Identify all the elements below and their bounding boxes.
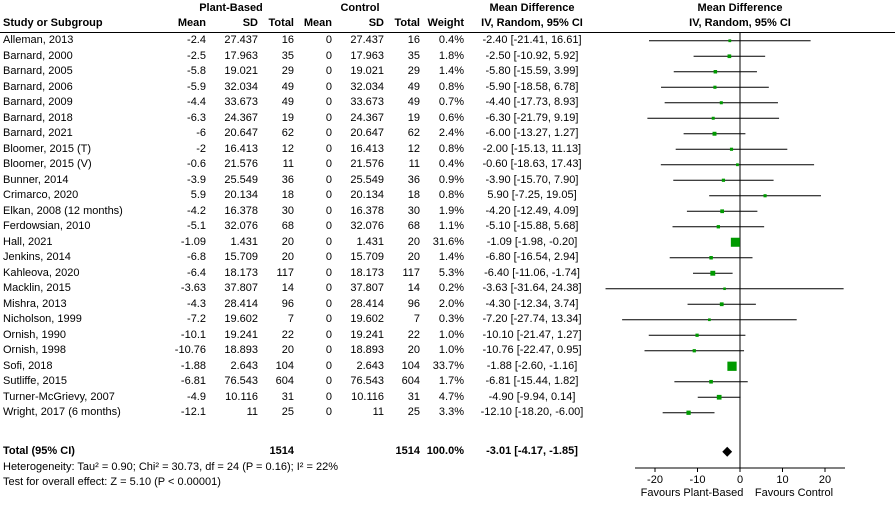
total-label: Total (95% CI) (0, 444, 165, 460)
col-ci-label: IV, Random, 95% CI (467, 16, 597, 32)
effect-square (727, 362, 736, 371)
effect-square (720, 101, 723, 104)
total-n1: 1514 (261, 444, 297, 460)
effect-square (723, 287, 726, 290)
effect-square (731, 238, 740, 247)
table-row: Crimarco, 20205.920.13418020.134180.8%5.… (0, 188, 597, 204)
total-n2: 1514 (387, 444, 423, 460)
favours-right-label: Favours Control (755, 487, 833, 499)
tick-label: -20 (647, 474, 663, 486)
effect-square (713, 86, 716, 89)
table-row: Barnard, 2005-5.819.02129019.021291.4%-5… (0, 64, 597, 80)
col-mean-2-label: Mean (297, 16, 335, 32)
table-row: Barnard, 2009-4.433.67349033.673490.7%-4… (0, 95, 597, 111)
table-row: Alleman, 2013-2.427.43716027.437160.4%-2… (0, 33, 597, 49)
effect-square (728, 54, 732, 58)
tick-label: 20 (819, 474, 831, 486)
effect-square (708, 318, 711, 321)
effect-square (736, 163, 739, 166)
effect-square (713, 132, 717, 136)
table-row: Nicholson, 1999-7.219.6027019.60270.3%-7… (0, 312, 597, 328)
table-row: Jenkins, 2014-6.815.70920015.709201.4%-6… (0, 250, 597, 266)
col-sd-2-label: SD (335, 16, 387, 32)
study-rows: Alleman, 2013-2.427.43716027.437160.4%-2… (0, 33, 597, 421)
overall-effect-text: Test for overall effect: Z = 5.10 (P < 0… (3, 476, 221, 488)
total-row: Total (95% CI) 1514 1514 100.0% -3.01 [-… (0, 444, 597, 460)
tick-label: 10 (776, 474, 788, 486)
total-ci: -3.01 [-4.17, -1.85] (467, 444, 597, 460)
table-row: Barnard, 2021-620.64762020.647622.4%-6.0… (0, 126, 597, 142)
md-column-title: Mean Difference (467, 0, 597, 16)
effect-square (717, 225, 720, 228)
table-row: Bloomer, 2015 (T)-216.41312016.413120.8%… (0, 142, 597, 158)
col-total-2-label: Total (387, 16, 423, 32)
table-row: Mishra, 2013-4.328.41496028.414962.0%-4.… (0, 297, 597, 313)
table-row: Bloomer, 2015 (V)-0.621.57611021.576110.… (0, 157, 597, 173)
effect-square (722, 179, 725, 182)
table-row: Barnard, 2000-2.517.96335017.963351.8%-2… (0, 49, 597, 65)
effect-square (693, 349, 696, 352)
total-diamond (722, 447, 732, 457)
col-sd-1-label: SD (209, 16, 261, 32)
table-row: Ornish, 1990-10.119.24122019.241221.0%-1… (0, 328, 597, 344)
col-mean-1-label: Mean (165, 16, 209, 32)
effect-square (695, 334, 698, 337)
effect-square (710, 271, 715, 276)
group-control-label: Control (297, 0, 423, 16)
effect-square (686, 411, 690, 415)
col-study-label: Study or Subgroup (0, 16, 165, 32)
effect-square (728, 39, 731, 42)
table-row: Bunner, 2014-3.925.54936025.549360.9%-3.… (0, 173, 597, 189)
plot-header: Mean Difference IV, Random, 95% CI (597, 1, 883, 31)
heterogeneity-text: Heterogeneity: Tau² = 0.90; Chi² = 30.73… (3, 461, 338, 473)
plot-ci-subtitle: IV, Random, 95% CI (597, 16, 883, 31)
col-weight-label: Weight (423, 16, 467, 32)
table-row: Wright, 2017 (6 months)-12.11125011253.3… (0, 405, 597, 421)
tick-label: 0 (737, 474, 743, 486)
plot-md-title: Mean Difference (597, 1, 883, 16)
effect-square (730, 148, 733, 151)
table-row: Ornish, 1998-10.7618.89320018.893201.0%-… (0, 343, 597, 359)
table-row: Sofi, 2018-1.882.64310402.64310433.7%-1.… (0, 359, 597, 375)
table-row: Turner-McGrievy, 2007-4.910.11631010.116… (0, 390, 597, 406)
effect-square (714, 70, 717, 73)
effect-square (717, 395, 722, 400)
col-total-1-label: Total (261, 16, 297, 32)
effect-square (709, 256, 712, 259)
table-row: Macklin, 2015-3.6337.80714037.807140.2%-… (0, 281, 597, 297)
effect-square (764, 194, 767, 197)
effect-square (709, 380, 713, 384)
effect-square (720, 302, 724, 306)
table-row: Sutliffe, 2015-6.8176.543604076.5436041.… (0, 374, 597, 390)
table-row: Barnard, 2006-5.932.03449032.034490.8%-5… (0, 80, 597, 96)
table-row: Ferdowsian, 2010-5.132.07668032.076681.1… (0, 219, 597, 235)
table-row: Hall, 2021-1.091.4312001.4312031.6%-1.09… (0, 235, 597, 251)
forest-plot: Plant-Based Control Mean Difference Stud… (0, 0, 895, 512)
effect-square (720, 209, 724, 213)
tick-label: -10 (690, 474, 706, 486)
favours-left-label: Favours Plant-Based (641, 487, 744, 499)
table-row: Kahleova, 2020-6.418.173117018.1731175.3… (0, 266, 597, 282)
group-plant-based-label: Plant-Based (165, 0, 297, 16)
total-weight: 100.0% (423, 444, 467, 460)
table-row: Elkan, 2008 (12 months)-4.216.37830016.3… (0, 204, 597, 220)
table-row: Barnard, 2018-6.324.36719024.367190.6%-6… (0, 111, 597, 127)
effect-square (712, 117, 715, 120)
